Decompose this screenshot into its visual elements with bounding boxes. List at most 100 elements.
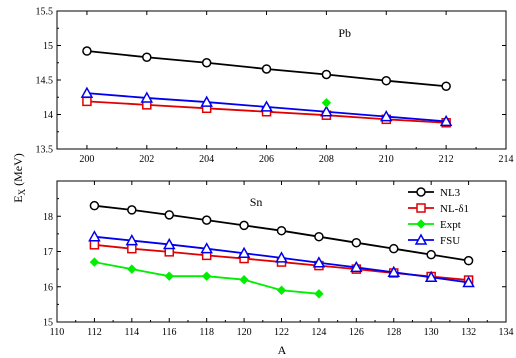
y-axis-title-unit: (MeV)	[11, 153, 25, 189]
pb-series-nl3-point	[201, 58, 212, 68]
sn-x-tick-label: 122	[274, 327, 289, 338]
sn-series-nl3-point	[89, 200, 100, 211]
pb-series-nl-delta1-point	[82, 96, 92, 107]
sn-series-fsu	[88, 230, 475, 288]
sn-series-fsu-point	[462, 275, 475, 288]
sn-series-expt-point	[201, 271, 212, 281]
sn-y-tick-label: 15	[43, 318, 53, 329]
sn-y-tick-label: 16	[43, 282, 53, 293]
sn-x-tick-label: 126	[349, 327, 364, 338]
pb-x-tick-label: 208	[319, 154, 334, 165]
y-axis-title-subscript: X	[17, 188, 27, 195]
sn-y-tick-label: 17	[43, 247, 53, 258]
sn-series-fsu-point	[162, 237, 176, 250]
sn-series-nl3-point	[463, 255, 474, 266]
pb-series-fsu-point	[80, 86, 94, 98]
sn-series-nl3-point	[351, 237, 362, 248]
shared-y-axis-title: EX (MeV)	[11, 153, 27, 203]
sn-series-fsu-point	[275, 251, 288, 263]
pb-x-tick-label: 214	[499, 154, 514, 165]
pb-y-tick-label: 14	[43, 110, 53, 121]
sn-x-tick-label: 130	[424, 327, 439, 338]
sn-series-nl3-point	[314, 231, 324, 242]
sn-series-expt	[89, 257, 324, 299]
sn-series-expt-point	[89, 257, 100, 267]
pb-series-nl3-point	[381, 75, 392, 86]
sn-legend-item-fsu-label: FSU	[440, 235, 460, 247]
sn-series-expt-point	[239, 274, 249, 285]
sn-series-nl3-point	[276, 225, 287, 236]
pb-series-expt	[321, 98, 332, 108]
sn-series-fsu-point	[312, 256, 326, 268]
pb-y-tick-label: 15	[43, 41, 53, 52]
sn-series-fsu-point	[387, 265, 401, 278]
sn-series-fsu-point	[424, 270, 438, 282]
pb-panel: 200 202 204 206 208 210 212 214 13.5 14 14.5 15 15.5…	[36, 7, 514, 166]
sn-legend: NL3 NL-δ1 Expt FSU	[408, 187, 469, 247]
sn-series-nl3-point	[389, 243, 399, 254]
sn-series-nl3-point	[426, 249, 436, 260]
sn-x-tick-label: 134	[499, 327, 514, 338]
sn-series-expt-point	[314, 289, 324, 299]
sn-legend-item-nl3-marker	[416, 187, 426, 197]
sn-x-tick-label: 114	[125, 327, 140, 338]
pb-y-tick-label: 13.5	[36, 145, 54, 156]
pb-series-expt-point	[321, 98, 332, 108]
pb-series-fsu-point	[439, 114, 453, 127]
sn-legend-item-expt-marker	[416, 219, 426, 229]
sn-legend-item-nl-delta1-marker	[416, 203, 426, 213]
pb-panel-label: Pb	[338, 26, 351, 40]
pb-series-nl3-point	[82, 46, 92, 56]
sn-panel-label: Sn	[250, 195, 263, 209]
sn-series-nl3	[89, 200, 474, 266]
pb-series-fsu-point	[320, 105, 333, 117]
sn-legend-item-nl-delta1-label: NL-δ1	[440, 203, 469, 215]
sn-legend-item-nl3-label: NL3	[440, 187, 461, 199]
sn-series-fsu-point	[88, 230, 101, 242]
sn-x-tick-label: 116	[162, 327, 177, 338]
pb-series-nl3	[82, 46, 451, 91]
sn-series-expt-point	[127, 264, 137, 274]
sn-x-tick-label: 124	[311, 327, 326, 338]
sn-legend-item-fsu-marker	[414, 233, 428, 245]
pb-x-tick-label: 204	[199, 154, 214, 165]
pb-series-nl3-point	[441, 81, 451, 91]
sn-panel: 110 112 114 116 118 120 122 124 126 128 130 132 134 1…	[43, 180, 514, 338]
sn-series-nl3-point	[239, 220, 249, 231]
pb-series-fsu-point	[379, 110, 393, 122]
sn-series-fsu-point	[237, 246, 251, 259]
pb-series-fsu-point	[260, 100, 273, 112]
sn-series-nl-delta1-point	[127, 243, 137, 254]
y-axis-title-main: E	[11, 195, 25, 202]
pb-x-tick-label: 210	[379, 154, 394, 165]
pb-x-tick-label: 200	[79, 154, 94, 165]
sn-x-tick-label: 120	[237, 327, 252, 338]
sn-series-nl-delta1-point	[89, 240, 100, 250]
sn-x-tick-label: 112	[87, 327, 102, 338]
sn-series-nl3-point	[164, 210, 174, 220]
sn-y-tick-label: 18	[43, 212, 53, 223]
sn-series-nl3-point	[201, 215, 212, 225]
pb-y-tick-label: 14.5	[36, 76, 54, 87]
sn-series-expt-point	[164, 271, 174, 281]
pb-plot-frame	[56, 10, 507, 150]
shared-x-axis-title: A	[278, 343, 287, 357]
sn-legend-item-expt-label: Expt	[440, 219, 461, 231]
sn-x-tick-label: 128	[386, 327, 401, 338]
sn-series-fsu-point	[125, 234, 139, 246]
sn-x-tick-label: 118	[199, 327, 214, 338]
pb-x-tick-label: 206	[259, 154, 274, 165]
sn-series-nl3-point	[127, 205, 137, 215]
pb-series-fsu-point	[140, 91, 154, 103]
pb-series-fsu-point	[200, 95, 213, 107]
pb-x-tick-label: 212	[439, 154, 454, 165]
sn-x-tick-label: 110	[50, 327, 65, 338]
pb-x-tick-label: 202	[139, 154, 154, 165]
pb-series-nl3-point	[261, 64, 272, 74]
sn-series-expt-point	[276, 285, 287, 295]
sn-x-tick-label: 132	[461, 327, 476, 338]
sn-series-fsu-point	[350, 260, 363, 273]
pb-y-tick-label: 15.5	[36, 7, 54, 18]
pb-series-nl3-point	[142, 52, 152, 62]
